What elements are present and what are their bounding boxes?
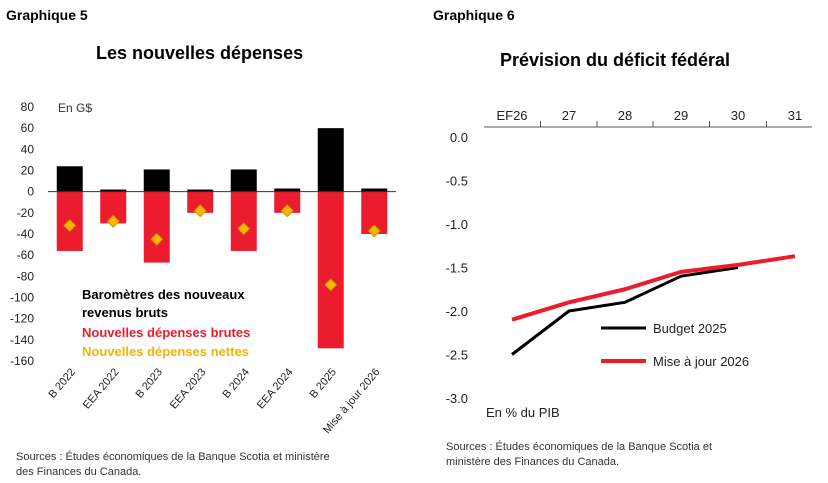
marker-net-spending bbox=[150, 232, 164, 246]
unit-label: En G$ bbox=[58, 101, 92, 115]
bar-gross-spending bbox=[143, 191, 170, 263]
chart5-source-line2: des Finances du Canada. bbox=[16, 466, 142, 478]
bar-gross-revenue bbox=[100, 189, 127, 192]
legend-net-spending: Nouvelles dépenses nettes bbox=[82, 344, 249, 359]
y-tick-label: -0.5 bbox=[446, 174, 468, 189]
y-tick-label: -120 bbox=[10, 312, 34, 326]
marker-net-spending bbox=[324, 278, 338, 292]
legend-budget-2025-label: Budget 2025 bbox=[653, 321, 727, 336]
y-tick-label: 0.0 bbox=[450, 130, 468, 145]
y-tick-label: -2.0 bbox=[446, 304, 468, 319]
line-budget-2025 bbox=[511, 266, 739, 356]
bar-gross-revenue bbox=[274, 188, 301, 192]
chart6-source-line1: Sources : Études économiques de la Banqu… bbox=[446, 441, 713, 453]
bar-gross-revenue bbox=[143, 169, 170, 192]
bar-gross-spending bbox=[230, 191, 257, 251]
bar-gross-spending bbox=[317, 191, 344, 349]
x-tick-label: 31 bbox=[788, 108, 802, 123]
bar-gross-revenue bbox=[317, 128, 344, 192]
marker-net-spending bbox=[106, 214, 120, 228]
marker-net-spending bbox=[63, 218, 77, 233]
x-tick-label: 30 bbox=[731, 108, 745, 123]
y-tick-label: -60 bbox=[17, 248, 35, 262]
bar-gross-revenue bbox=[361, 188, 388, 192]
bar-gross-revenue bbox=[56, 166, 83, 192]
unit-note: En % du PIB bbox=[486, 405, 560, 420]
y-tick-label: -140 bbox=[10, 333, 34, 347]
bar-gross-spending bbox=[274, 191, 301, 213]
chart5-source: Sources : Études économiques de la Banqu… bbox=[16, 450, 330, 480]
marker-net-spending bbox=[193, 204, 207, 218]
bar-gross-spending bbox=[187, 191, 214, 213]
bar-gross-revenue bbox=[230, 169, 257, 192]
chart5-panel-label: Graphique 5 bbox=[6, 7, 88, 23]
legend-update-2026-label: Mise à jour 2026 bbox=[653, 354, 749, 369]
line-update-2026 bbox=[511, 254, 796, 322]
marker-net-spending bbox=[367, 224, 381, 238]
y-tick-label: -2.5 bbox=[446, 348, 468, 363]
chart5-source-line1: Sources : Études économiques de la Banqu… bbox=[16, 451, 330, 463]
y-tick-label: -3.0 bbox=[446, 391, 468, 406]
y-tick-label: -160 bbox=[10, 354, 34, 368]
x-tick-label: EF26 bbox=[496, 108, 527, 123]
x-tick-label: 28 bbox=[618, 108, 632, 123]
y-tick-label: 80 bbox=[21, 100, 35, 114]
y-tick-label: 0 bbox=[27, 185, 34, 199]
y-tick-label: 20 bbox=[21, 164, 35, 178]
legend-gross-revenue-line2: revenus bruts bbox=[82, 305, 168, 320]
marker-net-spending bbox=[237, 222, 251, 236]
legend-gross-spending: Nouvelles dépenses brutes bbox=[82, 325, 250, 340]
bar-gross-revenue bbox=[187, 189, 214, 192]
y-tick-label: -40 bbox=[17, 227, 35, 241]
marker-net-spending bbox=[280, 204, 294, 218]
chart6-source-line2: ministère des Finances du Canada. bbox=[446, 456, 620, 468]
x-tick-label: 29 bbox=[674, 108, 688, 123]
x-tick-label: 27 bbox=[562, 108, 576, 123]
legend-gross-revenue-line1: Baromètres des nouveaux bbox=[82, 287, 245, 302]
y-tick-label: -20 bbox=[17, 206, 35, 220]
y-tick-label: -1.0 bbox=[446, 217, 468, 232]
chart6-source: Sources : Études économiques de la Banqu… bbox=[446, 440, 712, 470]
y-tick-label: 40 bbox=[21, 142, 35, 156]
chart5-title: Les nouvelles dépenses bbox=[96, 43, 304, 63]
chart6-title: Prévision du déficit fédéral bbox=[500, 50, 731, 70]
y-tick-label: -80 bbox=[17, 269, 35, 283]
chart6-panel-label: Graphique 6 bbox=[433, 7, 515, 23]
y-tick-label: -100 bbox=[10, 291, 34, 305]
y-tick-label: 60 bbox=[21, 121, 35, 135]
y-tick-label: -1.5 bbox=[446, 261, 468, 276]
